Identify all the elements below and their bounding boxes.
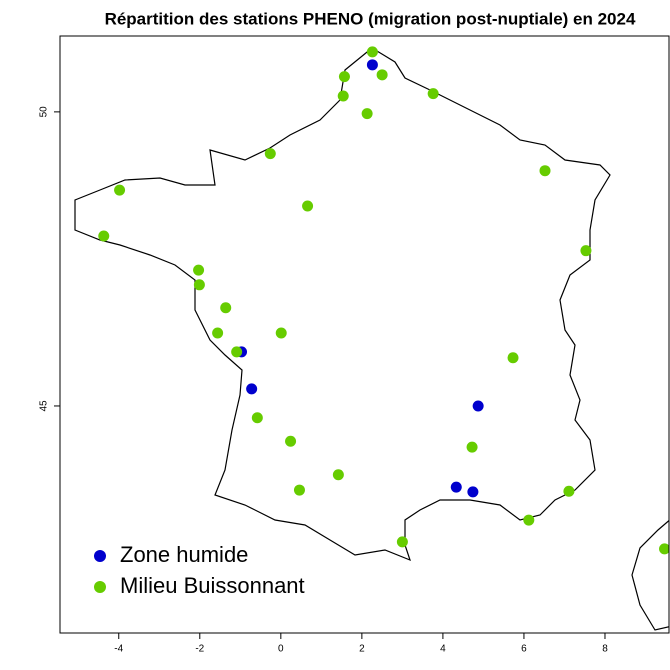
station-point [246,383,258,395]
station-point [264,148,276,160]
station-point [376,69,388,81]
station-point [539,165,551,177]
chart-title: Répartition des stations PHENO (migratio… [105,9,636,28]
y-tick-label: 50 [39,106,50,118]
station-point [98,230,110,242]
station-point [396,536,408,548]
x-tick-label: 0 [278,644,284,655]
station-point [507,352,519,364]
station-point [366,59,378,71]
legend-label: Zone humide [120,542,248,567]
x-tick-label: 2 [359,644,365,655]
plot-frame [59,35,670,634]
station-point [523,514,535,526]
station-point [659,543,669,555]
france-outline [74,47,611,562]
station-point [466,441,478,453]
station-point [231,346,243,358]
station-point [366,46,378,58]
station-point [193,279,205,291]
x-tick-label: 6 [521,644,527,655]
station-point [450,481,462,493]
station-point [114,184,126,196]
legend-label: Milieu Buissonnant [120,573,305,598]
station-point [427,88,439,100]
station-point [580,245,592,257]
station-point [275,327,287,339]
y-tick-label: 45 [39,400,50,412]
legend-marker [94,581,106,593]
station-point [285,435,297,447]
station-point [337,90,349,102]
station-point [293,484,305,496]
station-point [338,71,350,83]
station-point [361,108,373,120]
station-point [193,264,205,276]
station-point [563,485,575,497]
x-tick-label: -4 [114,644,123,655]
station-point [220,302,232,314]
station-point [332,469,344,481]
station-point [472,400,484,412]
map [74,46,669,631]
x-tick-label: 8 [602,644,608,655]
x-tick-label: -2 [195,644,204,655]
station-point [212,327,224,339]
x-tick-label: 4 [440,644,446,655]
station-point [302,200,314,212]
station-point [467,486,479,498]
station-point [251,412,263,424]
legend-marker [94,550,106,562]
corsica-outline [631,519,669,631]
